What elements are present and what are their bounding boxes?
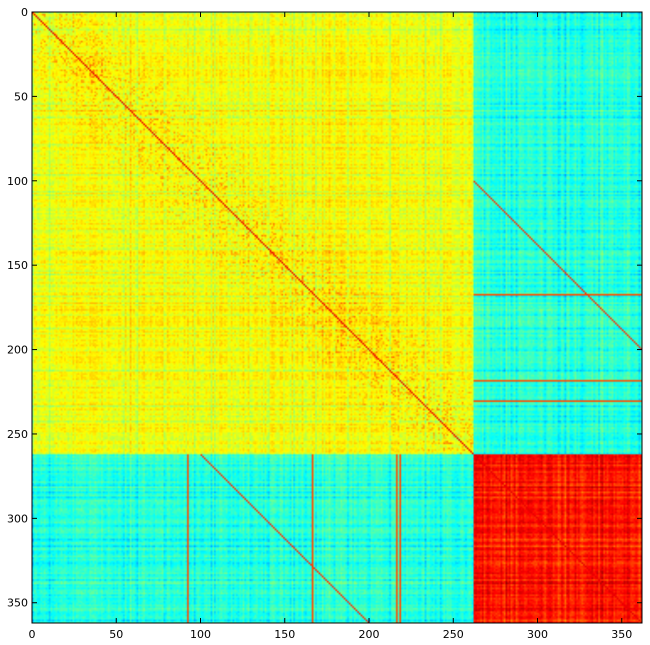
y-tick-label: 50 bbox=[14, 90, 28, 103]
x-tick-label: 0 bbox=[29, 628, 36, 641]
y-tick-label: 200 bbox=[7, 344, 28, 357]
y-tick-label: 100 bbox=[7, 175, 28, 188]
x-tick-label: 250 bbox=[443, 628, 464, 641]
plot-frame bbox=[31, 11, 643, 624]
x-axis-ticks: 0 50 100 150 200 250 300 350 bbox=[29, 12, 632, 641]
x-tick-label: 100 bbox=[190, 628, 211, 641]
x-tick-label: 350 bbox=[611, 628, 632, 641]
x-tick-label: 200 bbox=[359, 628, 380, 641]
y-tick-label: 350 bbox=[7, 597, 28, 610]
x-tick-label: 150 bbox=[274, 628, 295, 641]
heatmap-image bbox=[32, 12, 642, 623]
x-tick-label: 300 bbox=[527, 628, 548, 641]
x-tick-label: 50 bbox=[109, 628, 123, 641]
y-axis-ticks: 0 50 100 150 200 250 300 350 bbox=[7, 6, 642, 610]
y-tick-label: 250 bbox=[7, 428, 28, 441]
y-tick-label: 300 bbox=[7, 512, 28, 525]
y-tick-label: 0 bbox=[21, 6, 28, 19]
y-tick-label: 150 bbox=[7, 259, 28, 272]
